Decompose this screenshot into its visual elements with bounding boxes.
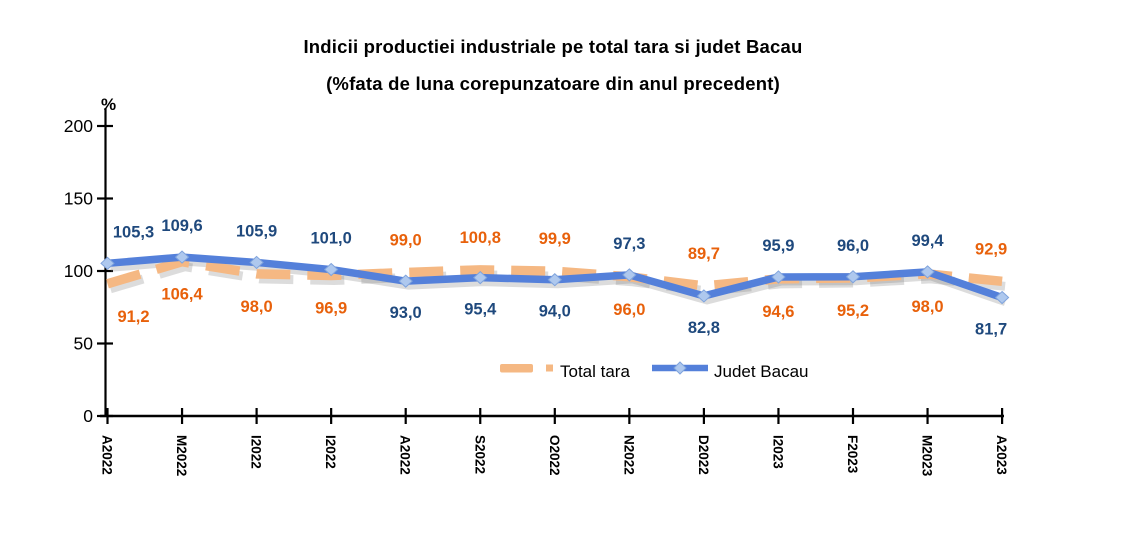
x-tick-label: A2023 [994,435,1009,475]
data-marker-judet-bacau [249,255,264,270]
legend-swatch-total-tara [500,364,533,373]
x-tick-label: I2022 [323,435,338,469]
data-label-total-tara: 96,0 [613,301,645,319]
x-tick-label: I2022 [249,435,264,469]
y-tick-label: 100 [64,261,93,281]
data-marker-judet-bacau [994,290,1010,305]
x-tick-label: S2022 [472,435,487,474]
chart-title-line1: Indicii productiei industriale pe total … [303,36,803,57]
data-marker-judet-bacau [398,274,413,288]
x-tick-label: N2022 [621,435,636,475]
y-tick-label: 200 [64,116,93,136]
data-label-judet-bacau: 82,8 [688,319,720,337]
y-tick-label: 50 [74,334,94,354]
x-tick-label: I2023 [770,435,785,469]
data-marker-judet-bacau [696,289,712,303]
series-line-total-tara [106,256,1003,291]
chart-title-line2: (%fata de luna corepunzatoare din anul p… [326,73,780,94]
data-marker-judet-bacau [547,273,563,287]
data-label-judet-bacau: 96,0 [837,237,869,255]
data-label-judet-bacau: 109,6 [161,217,202,235]
data-label-total-tara: 89,7 [688,245,720,263]
series-shadow-total-tara [109,262,1006,296]
x-tick-label: A2022 [398,435,413,475]
legend-swatch-total-tara-dash [546,364,553,372]
data-label-judet-bacau: 97,3 [613,235,645,253]
y-axis-unit-label: % [101,95,116,114]
x-tick-label: A2022 [100,435,115,475]
data-marker-judet-bacau [622,268,637,282]
data-label-judet-bacau: 105,3 [113,223,154,241]
data-label-total-tara: 94,6 [762,303,794,321]
y-tick-label: 0 [83,406,93,426]
legend-marker-judet-bacau [673,361,687,375]
legend-label-total-tara: Total tara [560,362,630,381]
data-label-total-tara: 96,9 [315,299,347,317]
data-marker-judet-bacau [323,262,339,277]
data-marker-judet-bacau [920,265,935,279]
data-label-total-tara: 100,8 [460,229,501,247]
chart-title: Indicii productiei industriale pe total … [0,28,1106,102]
series-shadow-judet-bacau [110,258,1007,306]
data-label-judet-bacau: 81,7 [975,321,1007,339]
x-tick-label: F2023 [845,435,860,474]
data-label-total-tara: 95,2 [837,302,869,320]
data-marker-judet-bacau [845,270,861,284]
data-label-judet-bacau: 101,0 [311,230,352,248]
legend-label-judet-bacau: Judet Bacau [714,362,809,381]
data-label-total-tara: 99,0 [390,231,422,249]
data-label-total-tara: 99,9 [539,230,571,248]
data-marker-judet-bacau [473,270,488,285]
data-label-judet-bacau: 95,9 [762,237,794,255]
data-label-total-tara: 98,0 [241,298,273,316]
data-label-judet-bacau: 95,4 [464,301,497,319]
data-label-judet-bacau: 105,9 [236,222,277,240]
data-marker-judet-bacau [100,256,115,270]
data-label-total-tara: 98,0 [911,298,943,316]
y-tick-label: 150 [64,189,93,209]
x-tick-label: O2022 [547,435,562,476]
x-tick-label: M2022 [174,435,189,476]
x-tick-label: M2023 [920,435,935,477]
data-label-total-tara: 91,2 [117,308,149,326]
data-label-judet-bacau: 93,0 [390,304,422,322]
data-label-total-tara: 92,9 [975,240,1007,258]
data-label-judet-bacau: 99,4 [911,232,944,250]
data-label-total-tara: 106,4 [161,286,203,304]
x-tick-label: D2022 [696,435,711,475]
data-label-judet-bacau: 94,0 [539,303,571,321]
data-marker-judet-bacau [771,270,786,284]
data-marker-judet-bacau [174,250,190,264]
